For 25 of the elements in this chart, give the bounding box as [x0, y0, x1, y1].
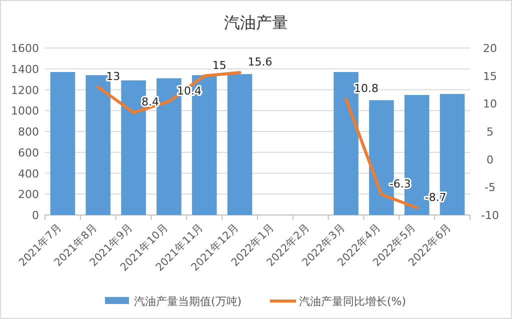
y2-tick-label: -5 [484, 181, 496, 194]
data-label: 13 [106, 70, 120, 83]
legend-label: 汽油产量同比增长(%) [299, 295, 406, 308]
data-label: 15.6 [248, 55, 272, 68]
y-tick-label: 200 [18, 188, 39, 202]
y-tick-label: 600 [18, 146, 39, 160]
y-tick-label: 800 [18, 126, 39, 138]
y-tick-label: 0 [32, 209, 39, 222]
y2-tick-label: -10 [481, 209, 499, 222]
legend-label: 汽油产量当期值(万吨) [134, 295, 242, 308]
chart-title: 汽油产量 [224, 13, 288, 32]
y2-tick-label: 15 [483, 70, 497, 83]
y-tick-label: 1600 [11, 42, 39, 55]
data-label: 10.4 [176, 84, 202, 98]
y-tick-label: 1000 [11, 104, 39, 118]
y2-tick-label: 5 [486, 126, 494, 138]
y2-tick-label: 0 [486, 153, 494, 166]
data-label: 15 [212, 58, 226, 72]
y2-tick-label: 20 [483, 42, 497, 55]
y2-tick-label: 10 [483, 98, 497, 111]
y-tick-label: 1400 [11, 62, 39, 76]
bar [227, 74, 252, 215]
bar [50, 72, 76, 215]
y-tick-label: 1200 [11, 84, 39, 97]
y-tick-label: 400 [18, 167, 39, 180]
